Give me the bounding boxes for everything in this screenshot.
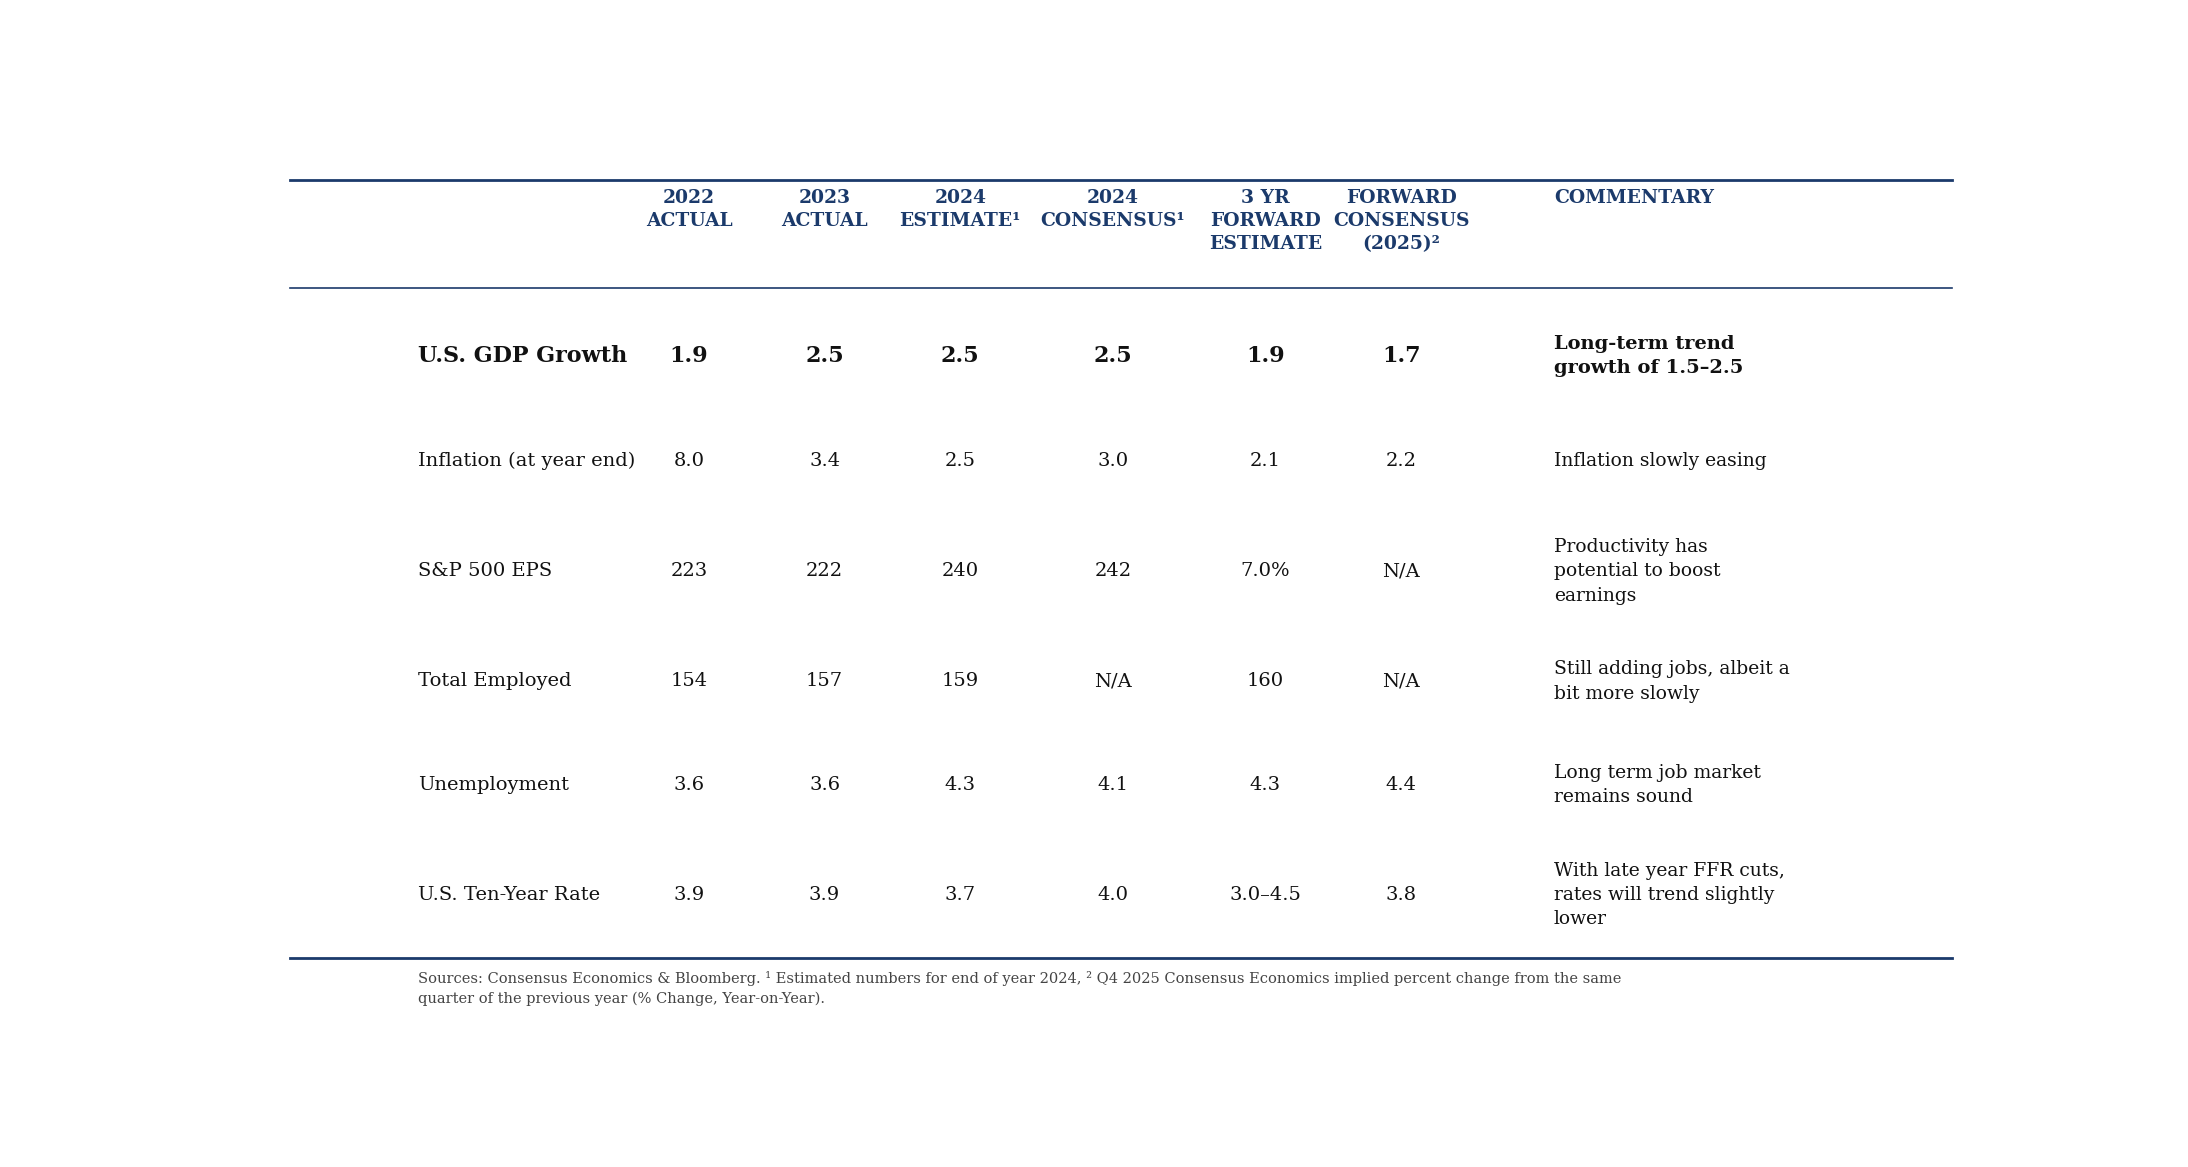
Text: 3 YR
FORWARD
ESTIMATE: 3 YR FORWARD ESTIMATE — [1208, 189, 1322, 253]
Text: 2022
ACTUAL: 2022 ACTUAL — [645, 189, 733, 230]
Text: 3.8: 3.8 — [1385, 886, 1416, 904]
Text: With late year FFR cuts,
rates will trend slightly
lower: With late year FFR cuts, rates will tren… — [1553, 861, 1785, 928]
Text: U.S. Ten-Year Rate: U.S. Ten-Year Rate — [418, 886, 600, 904]
Text: Productivity has
potential to boost
earnings: Productivity has potential to boost earn… — [1553, 538, 1720, 605]
Text: 2.5: 2.5 — [941, 344, 980, 366]
Text: 240: 240 — [941, 562, 978, 580]
Text: S&P 500 EPS: S&P 500 EPS — [418, 562, 551, 580]
Text: 3.6: 3.6 — [674, 776, 705, 794]
Text: 4.1: 4.1 — [1098, 776, 1129, 794]
Text: 4.3: 4.3 — [945, 776, 976, 794]
Text: Long-term trend
growth of 1.5–2.5: Long-term trend growth of 1.5–2.5 — [1553, 335, 1744, 377]
Text: 222: 222 — [805, 562, 842, 580]
Text: Sources: Consensus Economics & Bloomberg. ¹ Estimated numbers for end of year 20: Sources: Consensus Economics & Bloomberg… — [418, 971, 1621, 1006]
Text: Unemployment: Unemployment — [418, 776, 569, 794]
Text: 3.7: 3.7 — [945, 886, 976, 904]
Text: Total Employed: Total Employed — [418, 672, 571, 691]
Text: 4.3: 4.3 — [1249, 776, 1280, 794]
Text: 3.4: 3.4 — [810, 453, 840, 470]
Text: 3.9: 3.9 — [810, 886, 840, 904]
Text: 2.5: 2.5 — [805, 344, 845, 366]
Text: 2.5: 2.5 — [1094, 344, 1131, 366]
Text: Inflation slowly easing: Inflation slowly easing — [1553, 453, 1766, 470]
Text: Inflation (at year end): Inflation (at year end) — [418, 452, 635, 470]
Text: 7.0%: 7.0% — [1241, 562, 1291, 580]
Text: 1.9: 1.9 — [670, 344, 709, 366]
Text: N/A: N/A — [1383, 672, 1420, 691]
Text: 154: 154 — [670, 672, 707, 691]
Text: 4.4: 4.4 — [1385, 776, 1416, 794]
Text: 2.2: 2.2 — [1385, 453, 1416, 470]
Text: 3.6: 3.6 — [810, 776, 840, 794]
Text: Still adding jobs, albeit a
bit more slowly: Still adding jobs, albeit a bit more slo… — [1553, 661, 1790, 703]
Text: N/A: N/A — [1383, 562, 1420, 580]
Text: 1.9: 1.9 — [1247, 344, 1284, 366]
Text: 157: 157 — [805, 672, 842, 691]
Text: 3.0: 3.0 — [1098, 453, 1129, 470]
Text: 2024
ESTIMATE¹: 2024 ESTIMATE¹ — [899, 189, 1022, 230]
Text: N/A: N/A — [1094, 672, 1131, 691]
Text: 223: 223 — [670, 562, 707, 580]
Text: 1.7: 1.7 — [1383, 344, 1420, 366]
Text: Long term job market
remains sound: Long term job market remains sound — [1553, 763, 1761, 806]
Text: 8.0: 8.0 — [674, 453, 705, 470]
Text: 160: 160 — [1247, 672, 1284, 691]
Text: 242: 242 — [1094, 562, 1131, 580]
Text: FORWARD
CONSENSUS
(2025)²: FORWARD CONSENSUS (2025)² — [1332, 189, 1470, 253]
Text: 3.0–4.5: 3.0–4.5 — [1230, 886, 1302, 904]
Text: 2024
CONSENSUS¹: 2024 CONSENSUS¹ — [1041, 189, 1186, 230]
Text: 159: 159 — [941, 672, 978, 691]
Text: 2.5: 2.5 — [945, 453, 976, 470]
Text: U.S. GDP Growth: U.S. GDP Growth — [418, 344, 628, 366]
Text: COMMENTARY: COMMENTARY — [1553, 189, 1713, 208]
Text: 2023
ACTUAL: 2023 ACTUAL — [781, 189, 869, 230]
Text: 2.1: 2.1 — [1249, 453, 1280, 470]
Text: 4.0: 4.0 — [1098, 886, 1129, 904]
Text: 3.9: 3.9 — [674, 886, 705, 904]
